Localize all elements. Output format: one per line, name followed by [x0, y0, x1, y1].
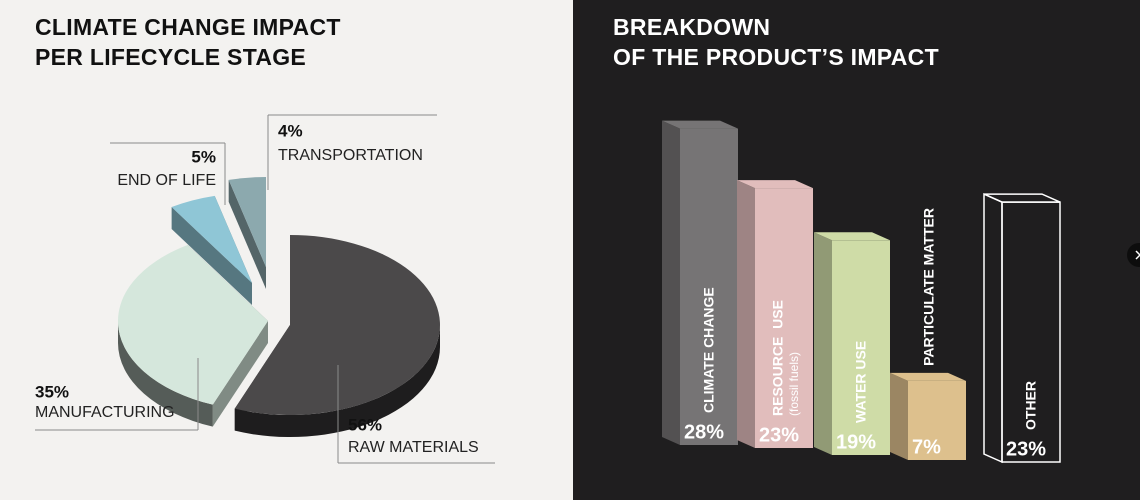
- chart-title: CLIMATE CHANGE IMPACT PER LIFECYCLE STAG…: [35, 14, 341, 70]
- category-label: END OF LIFE: [117, 172, 216, 189]
- bar-top: [662, 120, 738, 129]
- bar: [680, 128, 738, 445]
- value-label: 4%: [278, 121, 303, 140]
- pie-slice: [171, 195, 252, 283]
- category-note: (fossil fuels): [787, 352, 801, 416]
- value-label: 7%: [912, 436, 941, 458]
- slice-cut-face: [171, 207, 252, 305]
- pie-slice: [228, 177, 266, 267]
- category-label: OTHER: [1023, 381, 1039, 430]
- bar: [1001, 201, 1061, 463]
- bar: [832, 240, 890, 455]
- next-button[interactable]: [1127, 243, 1140, 267]
- bar-side: [737, 180, 755, 448]
- value-label: 23%: [759, 424, 799, 446]
- category-label: PARTICULATE MATTER: [921, 208, 937, 366]
- bar-side: [662, 120, 680, 445]
- value-label: 28%: [684, 421, 724, 443]
- pie-slice: [117, 245, 268, 405]
- category-label: TRANSPORTATION: [278, 147, 423, 164]
- slice-side: [117, 321, 213, 427]
- bar-side: [890, 372, 908, 460]
- bar-chart: 28% CLIMATE CHANGE 23% RESOURCE USE (fossil …: [662, 120, 1140, 464]
- bar-side: [814, 232, 832, 455]
- next-icon: [1135, 250, 1140, 260]
- pie-chart: 56% RAW MATERIALS 35% MANUFACTURING 5% END OF…: [35, 114, 495, 464]
- category-label: RAW MATERIALS: [348, 439, 479, 456]
- category-label: WATER USE: [853, 341, 869, 423]
- bar: [755, 188, 813, 448]
- value-label: 19%: [836, 431, 876, 453]
- slice-cut-face: [212, 321, 268, 427]
- value-label: 23%: [1006, 438, 1046, 460]
- pie-slice: [234, 235, 441, 416]
- chart-title: BREAKDOWN OF THE PRODUCT’S IMPACT: [613, 14, 939, 70]
- bar-top: [983, 193, 1061, 203]
- bar-side: [983, 192, 1003, 464]
- bar-top: [737, 180, 813, 189]
- value-label: 56%: [348, 415, 382, 434]
- left-panel: 56% RAW MATERIALS 35% MANUFACTURING 5% END OF…: [0, 0, 573, 500]
- value-label: 5%: [191, 147, 216, 166]
- slice-side: [234, 325, 440, 438]
- category-label: RESOURCE USE: [770, 300, 786, 416]
- value-label: 35%: [35, 382, 69, 401]
- slice-cut-face: [228, 179, 266, 289]
- right-panel: 28% CLIMATE CHANGE 23% RESOURCE USE (fossil …: [573, 0, 1140, 500]
- category-label: MANUFACTURING: [35, 404, 175, 421]
- category-label: CLIMATE CHANGE: [701, 287, 717, 413]
- bar-top: [814, 232, 890, 241]
- bar-top: [890, 372, 966, 381]
- bar: [908, 380, 966, 460]
